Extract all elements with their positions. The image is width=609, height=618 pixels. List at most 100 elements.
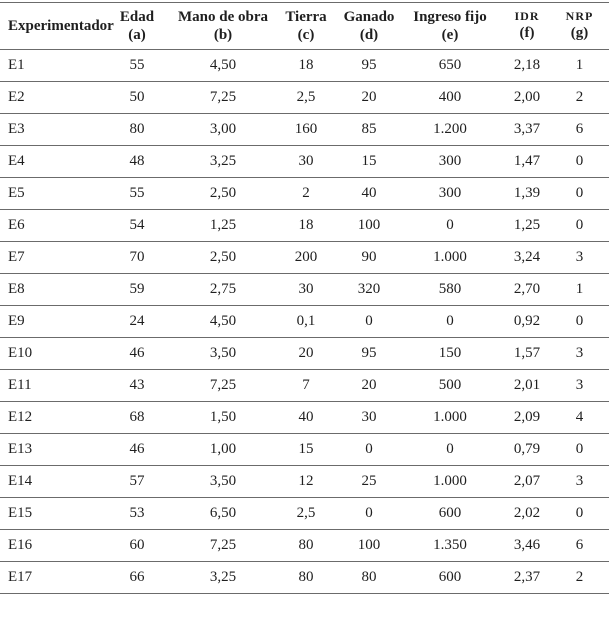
nrp-cell: 4 bbox=[550, 401, 609, 434]
mano-de-obra-cell: 6,50 bbox=[176, 497, 270, 530]
idr-cell: 1,25 bbox=[504, 209, 550, 242]
column-unit: (a) bbox=[128, 26, 146, 43]
column-label: Mano de obra bbox=[178, 8, 268, 25]
ingreso-fijo-cell: 300 bbox=[396, 145, 504, 178]
mano-de-obra-cell: 4,50 bbox=[176, 49, 270, 82]
idr-cell: 0,92 bbox=[504, 305, 550, 338]
idr-cell: 3,46 bbox=[504, 529, 550, 562]
experimenter-id-cell: E10 bbox=[0, 337, 98, 370]
ganado-cell: 30 bbox=[342, 401, 396, 434]
ganado-cell: 320 bbox=[342, 273, 396, 306]
table-row: E15 53 6,50 2,5 0 600 2,02 0 bbox=[0, 497, 609, 530]
tierra-cell: 160 bbox=[270, 113, 342, 146]
mano-de-obra-cell: 3,25 bbox=[176, 145, 270, 178]
table-row: E6 54 1,25 18 100 0 1,25 0 bbox=[0, 209, 609, 242]
table-body: E1 55 4,50 18 95 650 2,18 1 E2 50 7,25 2,5 20 400 2,00… bbox=[0, 49, 609, 594]
idr-cell: 2,07 bbox=[504, 465, 550, 498]
experimenter-id-cell: E13 bbox=[0, 433, 98, 466]
table-row: E5 55 2,50 2 40 300 1,39 0 bbox=[0, 177, 609, 210]
ingreso-fijo-cell: 600 bbox=[396, 497, 504, 530]
tierra-cell: 18 bbox=[270, 209, 342, 242]
ingreso-fijo-cell: 1.000 bbox=[396, 465, 504, 498]
mano-de-obra-cell: 1,50 bbox=[176, 401, 270, 434]
idr-cell: 2,37 bbox=[504, 561, 550, 594]
edad-cell: 46 bbox=[98, 433, 176, 466]
mano-de-obra-cell: 3,50 bbox=[176, 337, 270, 370]
experimenter-id-cell: E7 bbox=[0, 241, 98, 274]
nrp-cell: 3 bbox=[550, 369, 609, 402]
mano-de-obra-cell: 2,50 bbox=[176, 177, 270, 210]
idr-cell: 0,79 bbox=[504, 433, 550, 466]
column-label: NRP bbox=[565, 9, 594, 24]
experimenter-id-cell: E8 bbox=[0, 273, 98, 306]
column-unit: (e) bbox=[441, 26, 459, 43]
nrp-cell: 6 bbox=[550, 529, 609, 562]
ganado-cell: 100 bbox=[342, 209, 396, 242]
ingreso-fijo-cell: 1.000 bbox=[396, 241, 504, 274]
nrp-cell: 0 bbox=[550, 177, 609, 210]
tierra-cell: 0,1 bbox=[270, 305, 342, 338]
experimenter-id-cell: E17 bbox=[0, 561, 98, 594]
experimenter-id-cell: E6 bbox=[0, 209, 98, 242]
column-unit: (b) bbox=[213, 26, 233, 43]
idr-cell: 3,24 bbox=[504, 241, 550, 274]
nrp-cell: 3 bbox=[550, 337, 609, 370]
ingreso-fijo-cell: 1.200 bbox=[396, 113, 504, 146]
column-header-ingreso-fijo: Ingreso fijo (e) bbox=[396, 2, 504, 50]
edad-cell: 46 bbox=[98, 337, 176, 370]
tierra-cell: 80 bbox=[270, 529, 342, 562]
mano-de-obra-cell: 3,00 bbox=[176, 113, 270, 146]
tierra-cell: 200 bbox=[270, 241, 342, 274]
experimenter-id-cell: E9 bbox=[0, 305, 98, 338]
mano-de-obra-cell: 7,25 bbox=[176, 81, 270, 114]
table-row: E8 59 2,75 30 320 580 2,70 1 bbox=[0, 273, 609, 306]
ganado-cell: 100 bbox=[342, 529, 396, 562]
column-unit: (c) bbox=[297, 26, 315, 43]
tierra-cell: 2,5 bbox=[270, 497, 342, 530]
nrp-cell: 0 bbox=[550, 433, 609, 466]
idr-cell: 1,39 bbox=[504, 177, 550, 210]
nrp-cell: 3 bbox=[550, 465, 609, 498]
ingreso-fijo-cell: 500 bbox=[396, 369, 504, 402]
nrp-cell: 1 bbox=[550, 49, 609, 82]
table-row: E11 43 7,25 7 20 500 2,01 3 bbox=[0, 369, 609, 402]
table-row: E4 48 3,25 30 15 300 1,47 0 bbox=[0, 145, 609, 178]
idr-cell: 2,00 bbox=[504, 81, 550, 114]
mano-de-obra-cell: 3,50 bbox=[176, 465, 270, 498]
nrp-cell: 0 bbox=[550, 305, 609, 338]
nrp-cell: 3 bbox=[550, 241, 609, 274]
column-header-tierra: Tierra (c) bbox=[270, 2, 342, 50]
experimenter-id-cell: E3 bbox=[0, 113, 98, 146]
nrp-cell: 0 bbox=[550, 497, 609, 530]
idr-cell: 1,57 bbox=[504, 337, 550, 370]
table-row: E7 70 2,50 200 90 1.000 3,24 3 bbox=[0, 241, 609, 274]
idr-cell: 1,47 bbox=[504, 145, 550, 178]
column-unit: (d) bbox=[359, 26, 379, 43]
ganado-cell: 20 bbox=[342, 81, 396, 114]
column-label: Tierra bbox=[285, 8, 327, 25]
edad-cell: 70 bbox=[98, 241, 176, 274]
idr-cell: 2,01 bbox=[504, 369, 550, 402]
table-row: E10 46 3,50 20 95 150 1,57 3 bbox=[0, 337, 609, 370]
column-header-ganado: Ganado (d) bbox=[342, 2, 396, 50]
edad-cell: 24 bbox=[98, 305, 176, 338]
ingreso-fijo-cell: 650 bbox=[396, 49, 504, 82]
table-row: E3 80 3,00 160 85 1.200 3,37 6 bbox=[0, 113, 609, 146]
tierra-cell: 15 bbox=[270, 433, 342, 466]
mano-de-obra-cell: 2,75 bbox=[176, 273, 270, 306]
ingreso-fijo-cell: 1.350 bbox=[396, 529, 504, 562]
ganado-cell: 0 bbox=[342, 305, 396, 338]
nrp-cell: 6 bbox=[550, 113, 609, 146]
ingreso-fijo-cell: 600 bbox=[396, 561, 504, 594]
idr-cell: 2,09 bbox=[504, 401, 550, 434]
ingreso-fijo-cell: 0 bbox=[396, 305, 504, 338]
tierra-cell: 2 bbox=[270, 177, 342, 210]
ingreso-fijo-cell: 0 bbox=[396, 209, 504, 242]
ingreso-fijo-cell: 400 bbox=[396, 81, 504, 114]
column-label: Experimentador bbox=[8, 17, 114, 34]
ganado-cell: 0 bbox=[342, 433, 396, 466]
column-header-nrp: NRP (g) bbox=[550, 2, 609, 50]
tierra-cell: 12 bbox=[270, 465, 342, 498]
table-row: E2 50 7,25 2,5 20 400 2,00 2 bbox=[0, 81, 609, 114]
table-row: E12 68 1,50 40 30 1.000 2,09 4 bbox=[0, 401, 609, 434]
